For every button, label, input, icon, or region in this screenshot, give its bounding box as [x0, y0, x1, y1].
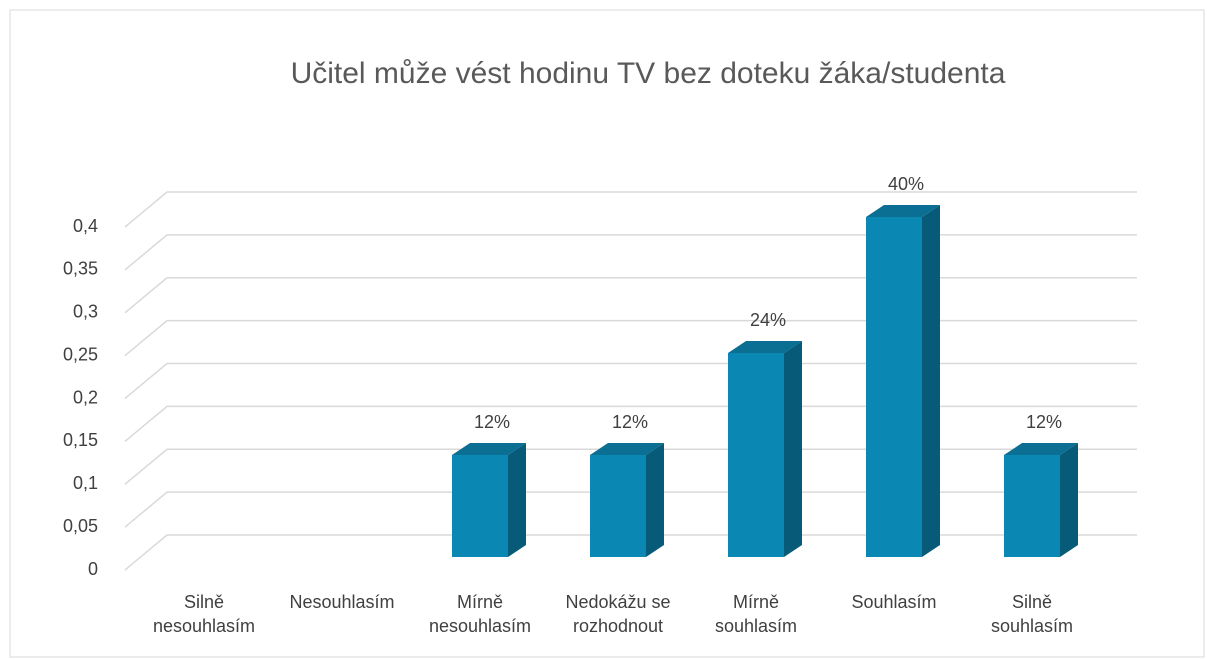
- bar: [1004, 455, 1060, 557]
- chart-title: Učitel může vést hodinu TV bez doteku žá…: [291, 57, 1006, 90]
- data-label: 12%: [612, 412, 648, 432]
- bar: [452, 455, 508, 557]
- bar: [866, 217, 922, 557]
- bar-side: [922, 205, 940, 557]
- y-tick-label: 0,4: [73, 216, 98, 236]
- bar-top: [1004, 443, 1078, 455]
- bar-side: [646, 443, 664, 557]
- y-tick-label: 0,05: [63, 516, 98, 536]
- chart-border: [9, 9, 1205, 658]
- grid-line: [124, 491, 1137, 528]
- bar: [590, 455, 646, 557]
- data-label: 40%: [888, 174, 924, 194]
- grid-line: [124, 534, 1137, 571]
- grid-line: [124, 448, 1137, 485]
- bar-side: [508, 443, 526, 557]
- bar-top: [866, 205, 940, 217]
- x-tick-label: Nedokážu se rozhodnout: [565, 592, 671, 636]
- bar: [728, 353, 784, 557]
- x-tick-label: Nesouhlasím: [289, 592, 395, 612]
- data-label: 24%: [750, 310, 786, 330]
- bar-side: [784, 341, 802, 557]
- y-tick-label: 0,15: [63, 430, 98, 450]
- data-label: 12%: [474, 412, 510, 432]
- bar-top: [728, 341, 802, 353]
- grid-line: [124, 191, 1137, 228]
- y-tick-label: 0,35: [63, 259, 98, 279]
- x-tick-label: Mírně souhlasím: [714, 592, 798, 636]
- bar-top: [452, 443, 526, 455]
- bar-top: [590, 443, 664, 455]
- y-tick-label: 0,3: [73, 302, 98, 322]
- grid-line: [124, 405, 1137, 442]
- bar-side: [1060, 443, 1078, 557]
- x-tick-label: Mírně nesouhlasím: [428, 592, 532, 636]
- x-tick-label: Souhlasím: [851, 592, 937, 612]
- data-label: 12%: [1026, 412, 1062, 432]
- y-tick-label: 0,2: [73, 387, 98, 407]
- x-tick-label: Silně nesouhlasím: [152, 592, 256, 636]
- y-tick-label: 0: [88, 559, 98, 579]
- grid-line: [124, 234, 1137, 271]
- y-tick-label: 0,25: [63, 344, 98, 364]
- y-tick-label: 0,1: [73, 473, 98, 493]
- grid-line: [124, 362, 1137, 400]
- grid-line: [124, 277, 1137, 314]
- grid-line: [124, 319, 1137, 357]
- x-tick-label: Silně souhlasím: [990, 592, 1074, 636]
